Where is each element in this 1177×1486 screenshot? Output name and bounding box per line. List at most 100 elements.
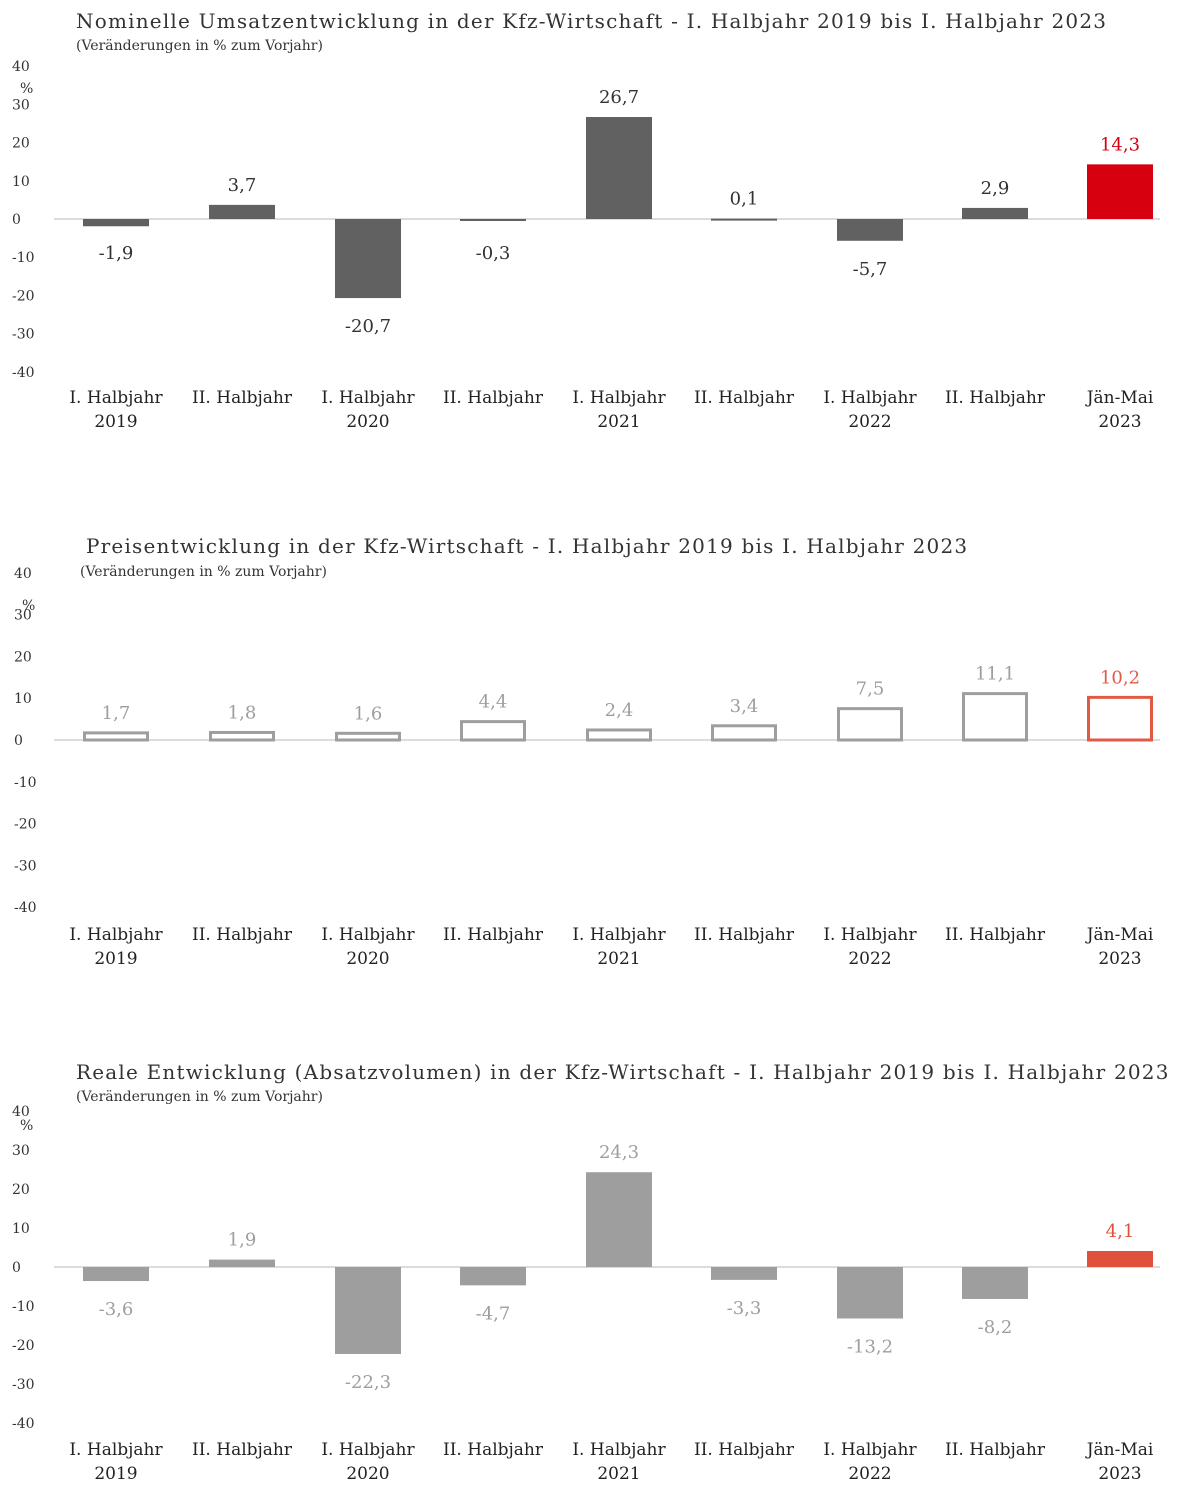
y-tick-label: -10 xyxy=(12,250,35,266)
data-label: -5,7 xyxy=(853,259,888,280)
category-label: I. Halbjahr xyxy=(823,388,917,408)
category-label: II. Halbjahr xyxy=(945,925,1046,945)
data-label: -1,9 xyxy=(99,243,134,264)
y-tick-label: 0 xyxy=(12,212,21,228)
bar xyxy=(962,207,1028,219)
y-tick-label: -30 xyxy=(14,858,37,874)
bar xyxy=(962,1267,1028,1299)
y-tick-label: 20 xyxy=(14,649,32,665)
bar xyxy=(460,1267,526,1286)
bar xyxy=(83,219,149,227)
y-tick-label: 40 xyxy=(12,59,30,75)
y-unit-label: % xyxy=(20,1118,33,1134)
category-label: Jän-Mai xyxy=(1085,925,1154,945)
category-label: II. Halbjahr xyxy=(192,388,293,408)
y-tick-label: 10 xyxy=(14,691,32,707)
bar xyxy=(335,219,401,299)
y-unit-label: % xyxy=(20,81,33,97)
data-label: 24,3 xyxy=(599,1142,639,1163)
chart-real: Reale Entwicklung (Absatzvolumen) in der… xyxy=(12,1060,1170,1484)
category-label: Jän-Mai xyxy=(1085,1440,1154,1460)
data-label: -20,7 xyxy=(345,316,391,337)
chart-price: Preisentwicklung in der Kfz-Wirtschaft -… xyxy=(14,534,1160,969)
bar xyxy=(83,731,149,742)
bar xyxy=(586,728,652,742)
bar xyxy=(209,730,275,742)
category-label: II. Halbjahr xyxy=(443,388,544,408)
y-tick-label: -40 xyxy=(12,365,35,381)
category-label: Jän-Mai xyxy=(1085,388,1154,408)
category-label-year: 2023 xyxy=(1098,949,1141,969)
category-label: I. Halbjahr xyxy=(69,1440,163,1460)
bar xyxy=(837,1267,903,1319)
bar xyxy=(1087,164,1153,219)
category-label-year: 2020 xyxy=(346,949,389,969)
data-label: 1,9 xyxy=(228,1230,257,1251)
category-label: I. Halbjahr xyxy=(572,388,666,408)
chart-nominal: Nominelle Umsatzentwicklung in der Kfz-W… xyxy=(12,9,1160,432)
data-label: -3,3 xyxy=(727,1298,762,1319)
data-label: 7,5 xyxy=(856,679,885,700)
bar xyxy=(962,692,1028,742)
category-label: II. Halbjahr xyxy=(694,1440,795,1460)
bar xyxy=(1087,1251,1153,1267)
y-tick-label: 40 xyxy=(12,1104,30,1120)
chart-title: Preisentwicklung in der Kfz-Wirtschaft -… xyxy=(86,534,968,558)
category-label: II. Halbjahr xyxy=(192,925,293,945)
chart-title: Nominelle Umsatzentwicklung in der Kfz-W… xyxy=(76,9,1107,33)
category-label: I. Halbjahr xyxy=(572,925,666,945)
y-tick-label: 40 xyxy=(14,566,32,582)
y-tick-label: -10 xyxy=(14,775,37,791)
category-label: I. Halbjahr xyxy=(572,1440,666,1460)
data-label: 2,9 xyxy=(981,178,1010,199)
y-tick-label: -40 xyxy=(14,900,37,916)
data-label: 11,1 xyxy=(975,664,1015,685)
chart-title: Reale Entwicklung (Absatzvolumen) in der… xyxy=(76,1060,1170,1084)
category-label: I. Halbjahr xyxy=(321,925,415,945)
y-tick-label: 0 xyxy=(12,1260,21,1276)
y-tick-label: 30 xyxy=(12,1143,30,1159)
category-label-year: 2019 xyxy=(94,949,137,969)
y-tick-label: 0 xyxy=(14,733,23,749)
y-tick-label: 20 xyxy=(12,1182,30,1198)
data-label: 10,2 xyxy=(1100,667,1140,688)
data-label: -3,6 xyxy=(99,1299,134,1320)
bar xyxy=(586,1172,652,1267)
category-label: II. Halbjahr xyxy=(945,1440,1046,1460)
category-label-year: 2021 xyxy=(597,1464,640,1482)
category-label: I. Halbjahr xyxy=(69,925,163,945)
y-tick-label: 30 xyxy=(12,97,30,113)
y-tick-label: -20 xyxy=(12,1338,35,1354)
category-label: II. Halbjahr xyxy=(192,1440,293,1460)
data-label: 14,3 xyxy=(1100,134,1140,155)
data-label: 0,1 xyxy=(730,189,759,210)
y-tick-label: -30 xyxy=(12,1377,35,1393)
data-label: -4,7 xyxy=(476,1303,511,1324)
category-label-year: 2019 xyxy=(94,1464,137,1482)
category-label: I. Halbjahr xyxy=(69,388,163,408)
bar xyxy=(1087,695,1153,742)
y-tick-label: 30 xyxy=(14,608,32,624)
y-tick-label: 10 xyxy=(12,1221,30,1237)
category-label: I. Halbjahr xyxy=(321,1440,415,1460)
y-tick-label: -40 xyxy=(12,1416,35,1432)
category-label: I. Halbjahr xyxy=(321,388,415,408)
y-tick-label: 10 xyxy=(12,174,30,190)
category-label-year: 2022 xyxy=(848,1464,891,1482)
data-label: 1,8 xyxy=(228,702,257,723)
category-label: I. Halbjahr xyxy=(823,925,917,945)
bar xyxy=(586,117,652,219)
y-tick-label: 20 xyxy=(12,136,30,152)
category-label-year: 2022 xyxy=(848,412,891,432)
category-label-year: 2021 xyxy=(597,949,640,969)
bar xyxy=(209,204,275,219)
data-label: 1,6 xyxy=(354,703,383,724)
chart-subtitle: (Veränderungen in % zum Vorjahr) xyxy=(80,564,327,580)
bar xyxy=(460,219,526,221)
bar xyxy=(460,720,526,742)
category-label-year: 2020 xyxy=(346,1464,389,1482)
category-label: II. Halbjahr xyxy=(443,925,544,945)
data-label: 4,4 xyxy=(479,692,508,713)
bar xyxy=(209,1259,275,1267)
